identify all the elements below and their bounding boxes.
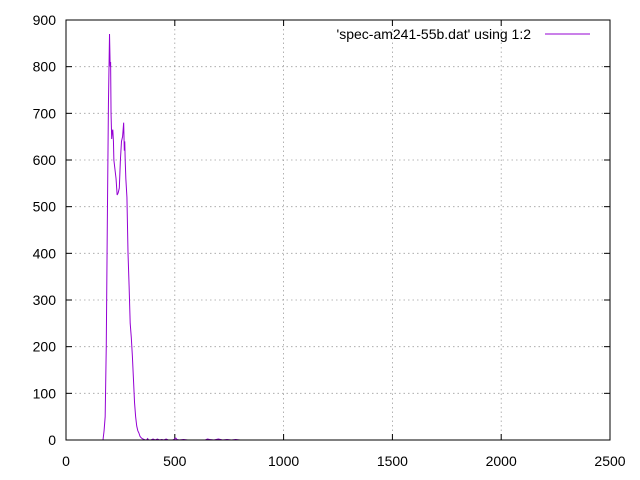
y-tick-label: 400 [33,245,57,261]
grid [66,20,610,440]
y-tick-label: 100 [33,385,57,401]
series-line-0 [66,33,589,441]
x-tick-label: 2500 [594,453,625,469]
axis-ticks [65,19,611,441]
y-tick-label: 200 [33,339,57,355]
y-tick-label: 900 [33,12,57,28]
x-tick-label: 1500 [377,453,408,469]
legend-label: 'spec-am241-55b.dat' using 1:2 [337,26,532,42]
series-group [66,33,589,441]
y-tick-label: 300 [33,292,57,308]
y-tick-label: 800 [33,59,57,75]
y-tick-label: 700 [33,105,57,121]
y-tick-label: 600 [33,152,57,168]
y-tick-label: 0 [48,432,56,448]
x-tick-label: 0 [62,453,70,469]
legend: 'spec-am241-55b.dat' using 1:2 [337,26,590,42]
x-tick-label: 500 [163,453,187,469]
axis-tick-labels: 0 100 200 300 400 500 600 700 800 900 0 500 1000 1500… [33,12,626,469]
x-tick-label: 1000 [268,453,299,469]
x-tick-label: 2000 [486,453,517,469]
y-tick-label: 500 [33,199,57,215]
plot-frame [65,19,611,441]
